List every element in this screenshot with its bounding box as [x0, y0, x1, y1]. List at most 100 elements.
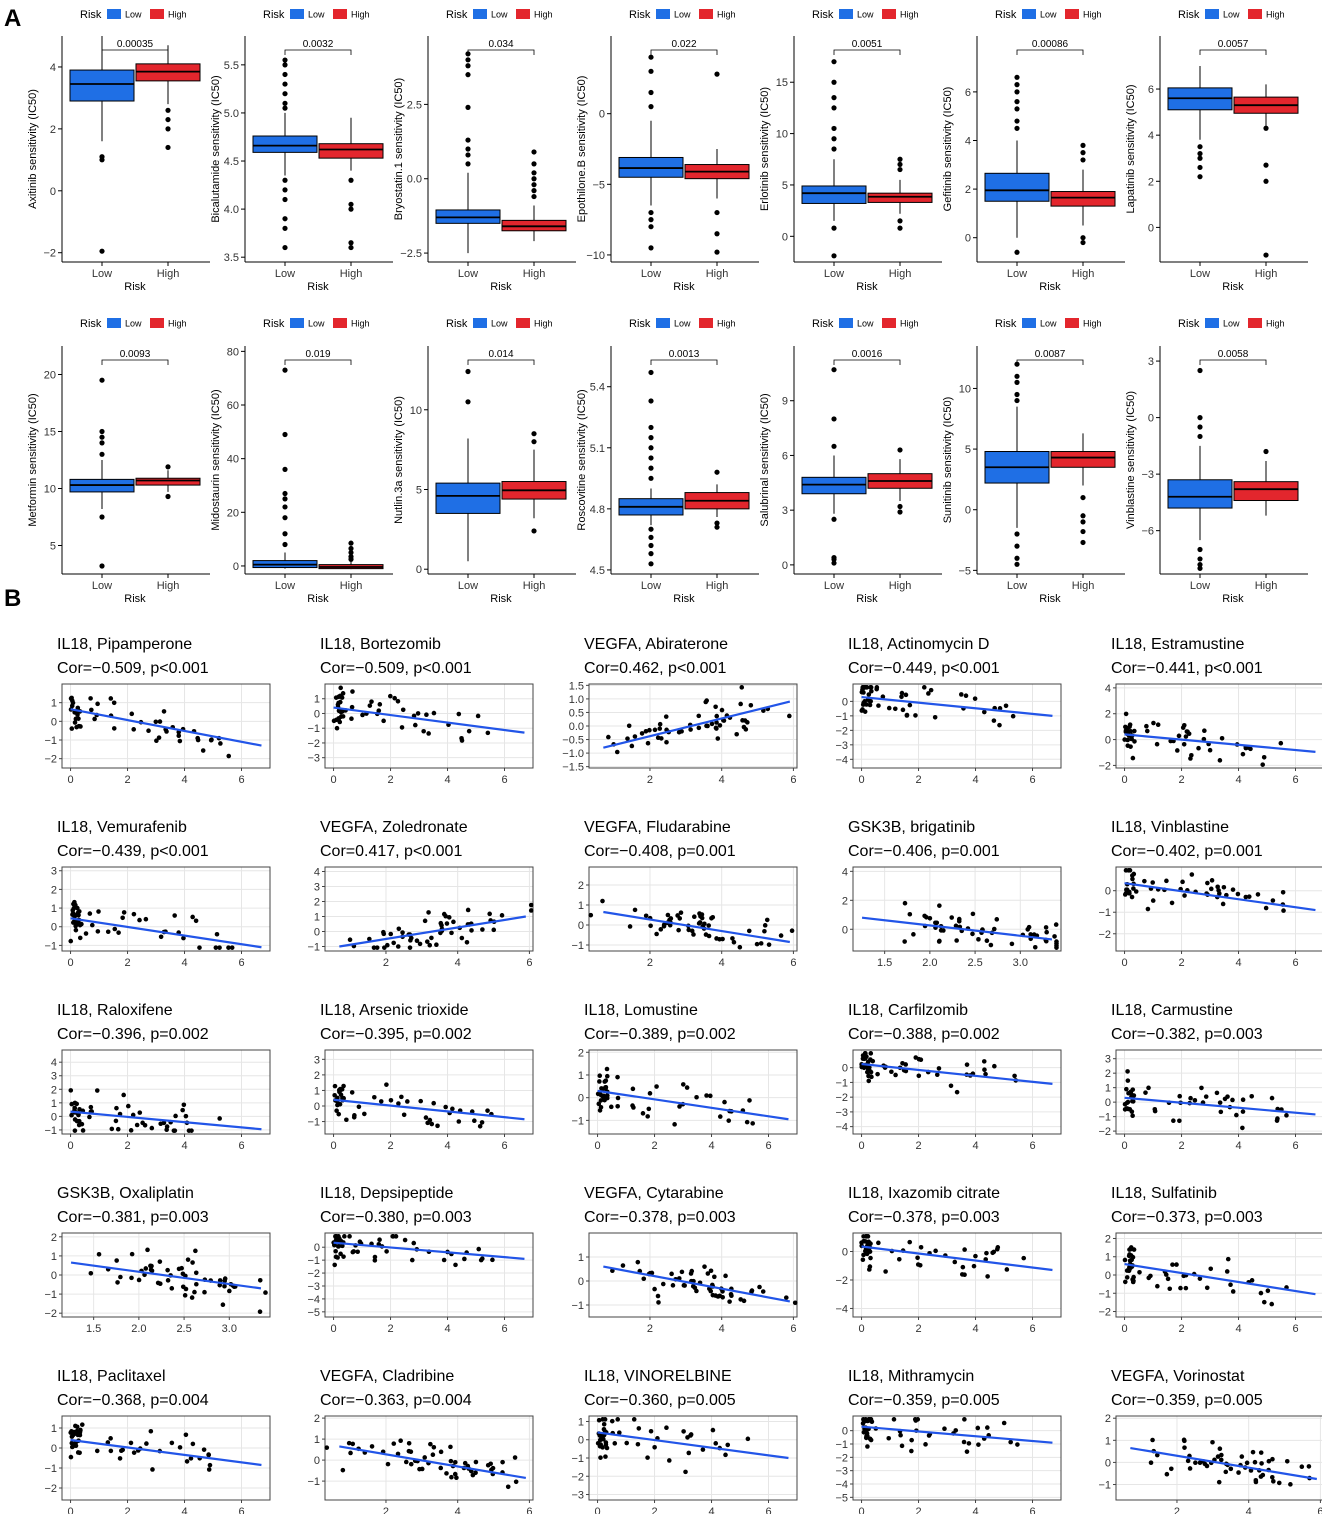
data-point: [378, 1099, 384, 1104]
plot-title: IL18, Sulfatinib: [1111, 1185, 1217, 1202]
data-point: [424, 712, 429, 717]
data-point: [1154, 1452, 1160, 1458]
data-point: [392, 695, 397, 701]
y-tick-label: 0: [51, 1111, 57, 1123]
x-tick-label-low: Low: [641, 580, 661, 592]
legend: Risk Low High: [629, 318, 736, 330]
data-point: [340, 1467, 346, 1473]
data-point: [1170, 1262, 1175, 1267]
data-point: [789, 928, 795, 934]
data-point: [439, 923, 444, 928]
data-point: [708, 1288, 714, 1294]
data-point: [1201, 736, 1207, 742]
data-point: [119, 1448, 124, 1454]
data-point: [415, 711, 421, 716]
plot-border: [852, 866, 1062, 952]
data-point: [678, 910, 684, 915]
y-tick-label: 80: [227, 346, 239, 358]
data-point: [657, 721, 663, 727]
data-point: [717, 1293, 723, 1299]
regression-line: [70, 1110, 262, 1131]
data-point: [197, 945, 202, 950]
plot-border: [852, 683, 1062, 769]
data-point: [190, 1260, 195, 1265]
plot-title: IL18, Paclitaxel: [57, 1368, 166, 1385]
data-point: [661, 923, 667, 929]
data-point: [226, 753, 232, 759]
outlier-point: [282, 177, 288, 183]
outlier-point: [831, 225, 837, 231]
plot-title: IL18, Pipamperone: [57, 636, 192, 653]
plot-border: [1115, 866, 1322, 952]
data-point: [686, 1450, 692, 1456]
significance-bracket: [1199, 49, 1267, 55]
data-point: [903, 692, 909, 698]
data-point: [1126, 1090, 1131, 1096]
outlier-point: [1197, 433, 1203, 440]
data-point: [705, 1271, 711, 1276]
y-tick-label: 0: [1105, 886, 1111, 898]
y-tick-label: 4.5: [590, 565, 605, 577]
x-axis-title: Risk: [490, 593, 512, 605]
x-tick-label: 2: [383, 957, 389, 969]
x-tick-label: 4: [708, 1140, 714, 1152]
y-tick-label: 2: [1105, 1068, 1111, 1080]
box-high: [318, 117, 384, 251]
data-point: [324, 1445, 330, 1450]
y-tick-label: −1: [1098, 1480, 1111, 1492]
data-point: [601, 1426, 607, 1432]
data-point: [681, 1283, 687, 1288]
data-point: [96, 909, 101, 914]
x-tick-label: 2: [915, 1506, 921, 1514]
data-point: [926, 1433, 932, 1438]
x-tick-label: 2: [915, 1140, 921, 1152]
legend-label-low: Low: [1223, 319, 1240, 329]
gridlines: [325, 1050, 533, 1134]
data-point: [130, 1112, 136, 1118]
y-tick-label: 5.0: [224, 108, 239, 120]
outlier-point: [465, 368, 471, 375]
data-point: [654, 931, 659, 937]
data-point: [595, 1091, 601, 1097]
regression-line: [597, 1089, 789, 1121]
data-point: [427, 942, 433, 948]
data-point: [435, 1123, 440, 1129]
data-point: [615, 1074, 620, 1080]
y-tick-label: 9: [782, 396, 788, 408]
outlier-point: [99, 451, 105, 457]
data-point: [708, 1093, 713, 1099]
data-point: [629, 743, 635, 749]
data-point: [898, 1432, 903, 1438]
data-point: [1236, 1470, 1241, 1475]
data-point: [747, 1098, 752, 1103]
x-tick-label-low: Low: [1190, 268, 1210, 280]
data-point: [1145, 906, 1151, 912]
data-point: [899, 1443, 905, 1449]
outlier-point: [165, 493, 171, 500]
y-tick-label: −1: [44, 1289, 57, 1301]
data-point: [226, 945, 231, 950]
data-point: [598, 1442, 604, 1447]
plot-title: IL18, Carmustine: [1111, 1002, 1233, 1019]
plot-border: [588, 866, 798, 952]
data-point: [963, 693, 969, 699]
legend-label-low: Low: [308, 319, 325, 329]
data-point: [652, 1444, 657, 1450]
data-point: [385, 942, 390, 948]
y-tick-label: −1: [835, 711, 848, 723]
x-tick-label: 6: [526, 1506, 532, 1514]
y-tick-label: −4: [835, 1479, 848, 1491]
regression-line: [70, 917, 262, 949]
box-high: [501, 149, 567, 242]
data-point: [1177, 1093, 1183, 1099]
data-point: [74, 1101, 80, 1107]
data-point: [635, 1259, 641, 1265]
legend: Risk Low High: [629, 9, 736, 21]
outlier-point: [1263, 448, 1269, 455]
data-point: [604, 1066, 610, 1072]
y-tick-label: 2: [1105, 1413, 1111, 1425]
data-point: [195, 735, 200, 741]
plot-border: [61, 866, 271, 952]
data-points: [1122, 1069, 1289, 1131]
